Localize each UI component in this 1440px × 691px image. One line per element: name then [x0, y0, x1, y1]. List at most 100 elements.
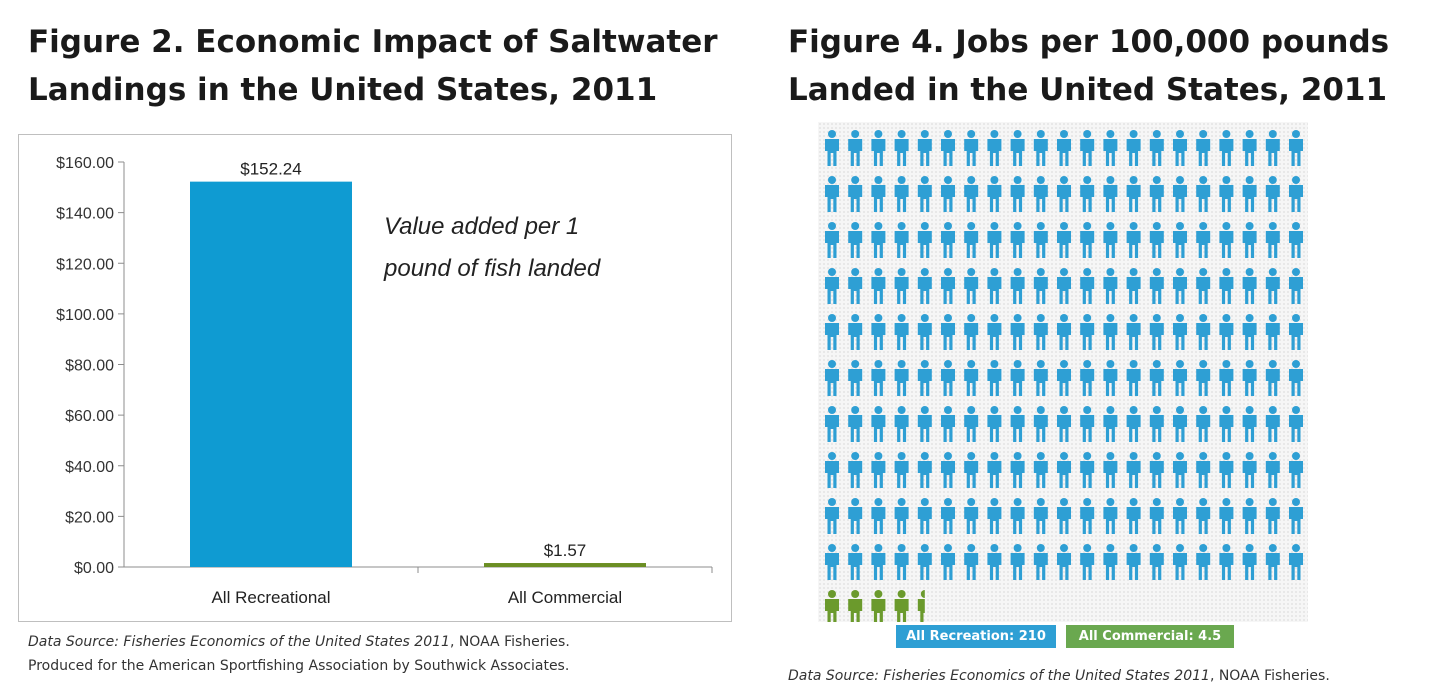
- person-icon-recreation: [1196, 222, 1211, 258]
- person-icon-recreation: [1173, 314, 1187, 350]
- person-icon-recreation: [1033, 452, 1048, 488]
- person-icon-recreation: [941, 544, 955, 580]
- person-icon-recreation: [1010, 498, 1025, 534]
- person-icon-recreation: [894, 360, 909, 396]
- person-icon-recreation: [1126, 268, 1141, 304]
- person-icon-recreation: [1196, 314, 1211, 350]
- person-icon-recreation: [917, 176, 932, 212]
- person-icon-recreation: [1219, 176, 1234, 212]
- person-icon-recreation: [1265, 130, 1280, 166]
- person-icon-recreation: [1010, 452, 1025, 488]
- person-icon-recreation: [1265, 176, 1280, 212]
- person-icon-recreation: [848, 130, 863, 166]
- person-icon-recreation: [987, 406, 1002, 442]
- person-icon-recreation: [1173, 452, 1187, 488]
- person-icon-recreation: [848, 452, 863, 488]
- y-tick-label: $0.00: [74, 560, 114, 577]
- person-icon-recreation: [1103, 544, 1118, 580]
- person-icon-recreation: [825, 268, 839, 304]
- person-icon-recreation: [917, 452, 932, 488]
- person-icon-recreation: [1126, 130, 1141, 166]
- person-icon-recreation: [1033, 268, 1048, 304]
- person-icon-recreation: [941, 222, 955, 258]
- person-icon-recreation: [1149, 176, 1164, 212]
- person-icon-recreation: [1265, 452, 1280, 488]
- person-icon-recreation: [1080, 406, 1095, 442]
- person-icon-recreation: [825, 130, 839, 166]
- person-icon-recreation: [1033, 130, 1048, 166]
- person-icon-recreation: [1219, 314, 1234, 350]
- data-label: $1.57: [544, 541, 587, 560]
- person-icon-recreation: [1149, 452, 1164, 488]
- person-icon-recreation: [871, 360, 886, 396]
- person-icon-recreation: [1103, 314, 1118, 350]
- person-icon-recreation: [1289, 176, 1303, 212]
- person-icon-recreation: [1080, 222, 1095, 258]
- person-icon-recreation: [1126, 176, 1141, 212]
- person-icon-recreation: [987, 498, 1002, 534]
- person-icon-recreation: [1010, 360, 1025, 396]
- person-icon-recreation: [1057, 498, 1071, 534]
- figure-4-source: Data Source: Fisheries Economics of the …: [788, 664, 1428, 688]
- person-icon-recreation: [1033, 222, 1048, 258]
- person-icon-recreation: [1033, 498, 1048, 534]
- person-icon-recreation: [894, 222, 909, 258]
- person-icon-recreation: [941, 452, 955, 488]
- person-icon-recreation: [1103, 406, 1118, 442]
- y-tick-label: $40.00: [65, 459, 114, 476]
- person-icon-recreation: [1126, 406, 1141, 442]
- person-icon-recreation: [871, 130, 886, 166]
- person-icon-recreation: [964, 544, 979, 580]
- person-icon-recreation: [941, 314, 955, 350]
- person-icon-recreation: [964, 360, 979, 396]
- person-icon-recreation: [1080, 498, 1095, 534]
- person-icon-recreation: [1242, 452, 1257, 488]
- person-icon-recreation: [1196, 176, 1211, 212]
- person-icon-recreation: [917, 544, 932, 580]
- person-icon-recreation: [1010, 544, 1025, 580]
- person-icon-recreation: [964, 452, 979, 488]
- person-icon-recreation: [871, 406, 886, 442]
- person-icon-recreation: [1103, 268, 1118, 304]
- person-icon-recreation: [1103, 130, 1118, 166]
- person-icon-recreation: [1103, 222, 1118, 258]
- person-icon-recreation: [1103, 176, 1118, 212]
- person-icon-recreation: [1010, 314, 1025, 350]
- person-icon-recreation: [1289, 314, 1303, 350]
- person-icon-recreation: [1173, 406, 1187, 442]
- person-icon-recreation: [1242, 130, 1257, 166]
- person-icon-recreation: [1219, 498, 1234, 534]
- person-icon-recreation: [871, 452, 886, 488]
- person-icon-recreation: [1080, 130, 1095, 166]
- person-icon-recreation: [1242, 360, 1257, 396]
- person-icon-recreation: [1126, 222, 1141, 258]
- person-icon-recreation: [1173, 498, 1187, 534]
- person-icon-recreation: [1242, 314, 1257, 350]
- person-icon-recreation: [964, 130, 979, 166]
- person-icon-recreation: [825, 406, 839, 442]
- person-icon-recreation: [894, 498, 909, 534]
- person-icon-recreation: [941, 130, 955, 166]
- person-icon-recreation: [848, 222, 863, 258]
- person-icon-recreation: [987, 544, 1002, 580]
- person-icon-recreation: [964, 498, 979, 534]
- person-icon-recreation: [941, 498, 955, 534]
- figure-4-source-title: Data Source: Fisheries Economics of the …: [788, 668, 1210, 684]
- person-icon-recreation: [1219, 406, 1234, 442]
- person-icon-recreation: [964, 222, 979, 258]
- person-icon-recreation: [1149, 314, 1164, 350]
- person-icon-recreation: [1033, 314, 1048, 350]
- person-icon-recreation: [871, 314, 886, 350]
- person-icon-recreation: [987, 130, 1002, 166]
- y-tick-label: $20.00: [65, 509, 114, 526]
- person-icon-commercial: [894, 590, 909, 622]
- person-icon-recreation: [871, 544, 886, 580]
- person-icon-recreation: [1265, 544, 1280, 580]
- person-icon-recreation: [1149, 130, 1164, 166]
- person-icon-recreation: [1289, 360, 1303, 396]
- person-icon-recreation: [894, 176, 909, 212]
- person-icon-recreation: [1010, 130, 1025, 166]
- person-icon-recreation: [848, 268, 863, 304]
- person-icon-recreation: [1289, 130, 1303, 166]
- person-icon-recreation: [1103, 452, 1118, 488]
